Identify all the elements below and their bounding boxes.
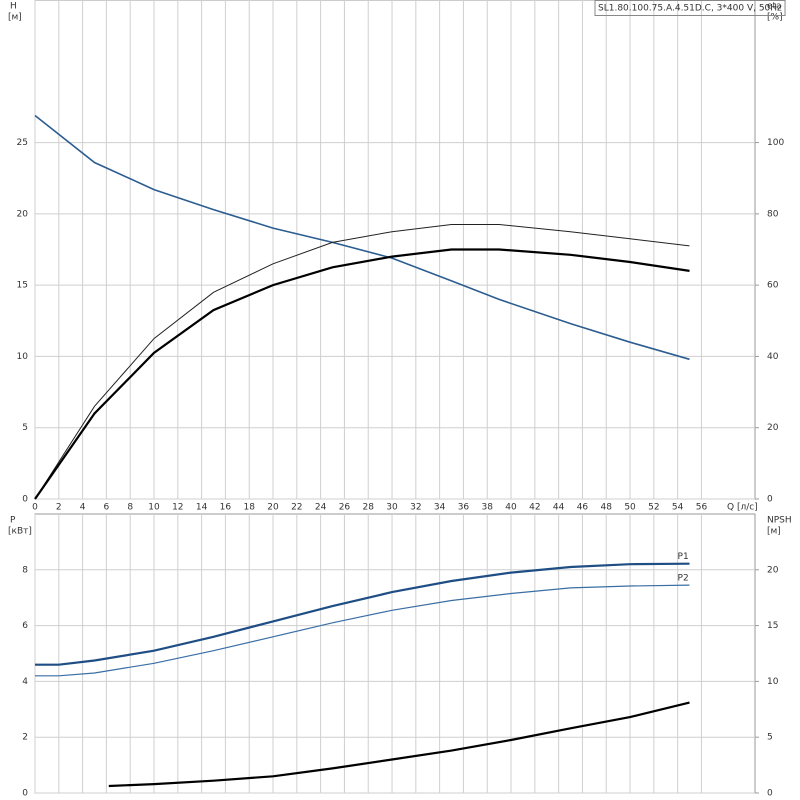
y2-axis-label: eta: [767, 2, 782, 12]
y-tick-label: 15: [17, 281, 28, 291]
x-tick-label: 26: [339, 503, 351, 513]
x-tick-label: 4: [80, 503, 86, 513]
legend-label: P2: [678, 574, 689, 584]
curve: [35, 562, 690, 666]
x-tick-label: 12: [172, 503, 183, 513]
y-axis-label: H: [10, 2, 17, 12]
y2-tick-label: 20: [767, 565, 779, 575]
x-tick-label: 22: [291, 503, 302, 513]
x-tick-label: 20: [267, 503, 279, 513]
y2-axis-label: NPSH: [767, 516, 792, 526]
y2-tick-label: 20: [767, 423, 779, 433]
y-axis-label: P: [10, 516, 16, 526]
x-tick-label: 34: [434, 503, 446, 513]
x-tick-label: 6: [104, 503, 110, 513]
y-tick-label: 10: [17, 352, 29, 362]
x-tick-label: 2: [56, 503, 62, 513]
y-tick-label: 2: [22, 733, 28, 743]
x-tick-label: 50: [624, 503, 636, 513]
y-tick-label: 5: [22, 423, 28, 433]
y-axis-unit: [кВт]: [8, 527, 32, 537]
x-tick-label: 44: [553, 503, 565, 513]
y-tick-label: 6: [22, 621, 28, 631]
x-tick-label: 36: [458, 503, 470, 513]
y-axis-unit: [м]: [8, 13, 22, 23]
y2-tick-label: 10: [767, 677, 779, 687]
y2-tick-label: 0: [767, 789, 773, 799]
curve: [34, 114, 690, 361]
plot-frame: [34, 0, 756, 500]
y2-tick-label: 40: [767, 352, 779, 362]
x-tick-label: 16: [220, 503, 232, 513]
curve: [34, 224, 690, 500]
y-tick-label: 8: [22, 565, 28, 575]
y2-tick-label: 0: [767, 495, 773, 505]
x-tick-label: 30: [386, 503, 398, 513]
x-tick-label: 40: [505, 503, 517, 513]
title-box: [594, 0, 786, 16]
x-tick-label: 52: [648, 503, 659, 513]
y2-axis-unit: [%]: [767, 13, 783, 23]
curve: [35, 584, 690, 677]
x-tick-label: 48: [601, 503, 613, 513]
y-tick-label: 4: [22, 677, 28, 687]
y-tick-label: 25: [17, 138, 28, 148]
legend-label: P1: [678, 552, 689, 562]
y-tick-label: 0: [22, 789, 28, 799]
y2-axis-unit: [м]: [767, 527, 781, 537]
y2-tick-label: 15: [767, 621, 778, 631]
curve: [108, 701, 690, 788]
x-tick-label: 10: [148, 503, 160, 513]
x-tick-label: 28: [362, 503, 374, 513]
x-tick-label: 24: [315, 503, 327, 513]
x-tick-label: 46: [577, 503, 589, 513]
x-tick-label: 56: [696, 503, 708, 513]
y2-tick-label: 60: [767, 281, 779, 291]
x-tick-label: 0: [32, 503, 38, 513]
y-tick-label: 20: [17, 209, 29, 219]
x-tick-label: 14: [196, 503, 208, 513]
curve: [34, 248, 690, 500]
y-tick-label: 0: [22, 495, 28, 505]
x-tick-label: 8: [127, 503, 133, 513]
y2-tick-label: 80: [767, 209, 779, 219]
x-tick-label: 38: [482, 503, 494, 513]
x-tick-label: 42: [529, 503, 540, 513]
y2-tick-label: 100: [767, 138, 784, 148]
x-axis-label: Q [л/с]: [727, 503, 758, 513]
x-tick-label: 32: [410, 503, 421, 513]
x-tick-label: 54: [672, 503, 684, 513]
y2-tick-label: 5: [767, 733, 773, 743]
x-tick-label: 18: [243, 503, 255, 513]
chart-title: SL1.80.100.75.A.4.51D.C, 3*400 V, 50Hz: [598, 4, 782, 14]
